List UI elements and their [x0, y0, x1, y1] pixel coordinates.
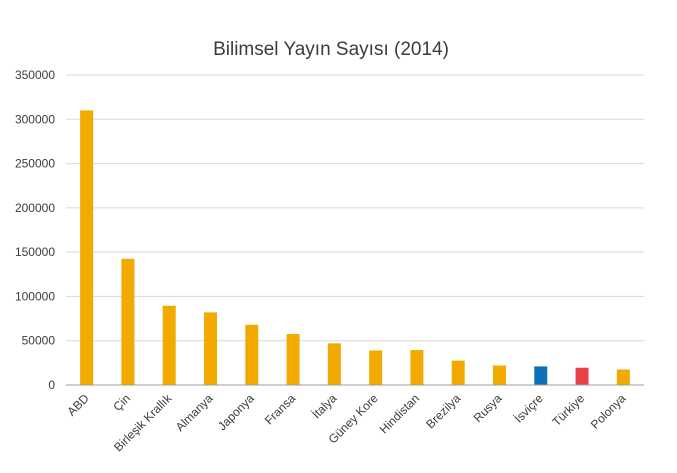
y-tick-label: 50000: [22, 334, 56, 348]
bar: [534, 366, 548, 385]
y-tick-label: 250000: [15, 157, 55, 171]
bar: [369, 350, 383, 385]
x-tick-label: Almanya: [173, 391, 216, 434]
bar: [121, 258, 135, 385]
y-tick-label: 100000: [15, 289, 55, 303]
x-tick-label: Türkiye: [549, 391, 587, 429]
x-tick-label: İtalya: [309, 391, 339, 421]
y-tick-label: 150000: [15, 245, 55, 259]
x-tick-label: Polonya: [588, 391, 629, 432]
bar: [493, 365, 506, 385]
x-tick-label: Hindistan: [377, 391, 422, 436]
bar: [410, 350, 424, 385]
x-tick-label: Fransa: [262, 391, 299, 428]
bar: [327, 343, 341, 385]
bar: [80, 110, 94, 385]
y-tick-label: 350000: [15, 68, 55, 82]
x-tick-label: Rusya: [471, 391, 505, 425]
bar: [616, 369, 630, 385]
x-tick-label: İsviçre: [511, 391, 546, 426]
bar: [245, 324, 259, 385]
x-tick-label: ABD: [64, 391, 92, 419]
y-axis-ticks: 0 50000 100000 150000 200000 250000 300000 3500…: [15, 68, 55, 392]
bars: [80, 110, 630, 385]
bar: [451, 360, 465, 385]
bar: [204, 312, 217, 385]
x-tick-label: Japonya: [215, 391, 257, 433]
x-tick-label: Brezilya: [423, 391, 463, 431]
chart-title: Bilimsel Yayın Sayısı (2014): [213, 39, 449, 60]
bar: [575, 367, 589, 385]
gridlines: [66, 74, 644, 342]
bar: [162, 305, 176, 385]
x-tick-label: Çin: [110, 391, 133, 414]
y-tick-label: 0: [48, 378, 55, 392]
y-tick-label: 200000: [15, 201, 55, 215]
bar: [286, 334, 300, 385]
y-tick-label: 300000: [15, 112, 55, 126]
